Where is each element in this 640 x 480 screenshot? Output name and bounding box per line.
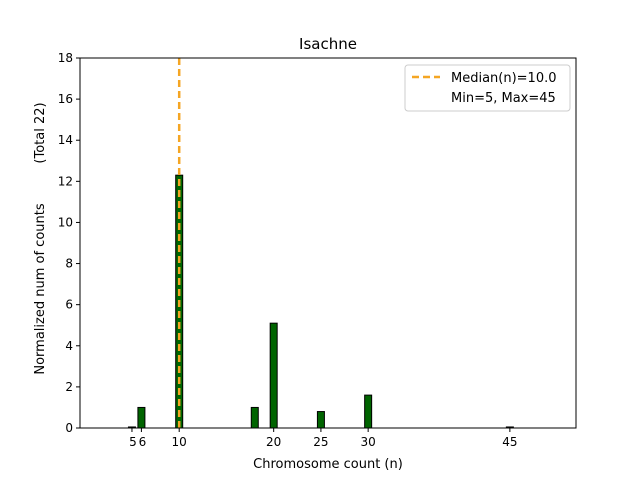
bar-n20: [269, 322, 278, 429]
y-axis-label: Normalized num of counts: [33, 203, 48, 374]
plot-frame: [79, 57, 577, 429]
y-tick-label-10: 10: [58, 215, 73, 229]
y-tick-label-0: 0: [65, 421, 73, 435]
x-ticks: 5 6 10 20 25 30 45: [129, 428, 518, 449]
x-tick-label-10: 10: [172, 435, 187, 449]
bars-layer: [127, 174, 514, 429]
chart-title: Isachne: [299, 35, 357, 53]
x-tick-label-25: 25: [313, 435, 328, 449]
legend-box: [404, 64, 571, 112]
y-tick-label-14: 14: [58, 133, 73, 147]
y-axis-label-total: (Total 22): [33, 102, 48, 163]
y-tick-label-16: 16: [58, 92, 73, 106]
x-tick-label-30: 30: [361, 435, 376, 449]
bar-n30: [364, 394, 373, 429]
legend-min-max-label: Min=5, Max=45: [451, 91, 556, 106]
legend-median-label: Median(n)=10.0: [451, 71, 557, 86]
bar-n25: [316, 411, 325, 429]
x-tick-label-20: 20: [266, 435, 281, 449]
y-tick-label-6: 6: [65, 298, 73, 312]
x-tick-label-5: 5: [129, 435, 137, 449]
y-tick-label-2: 2: [65, 380, 73, 394]
x-tick-label-45: 45: [502, 435, 517, 449]
y-tick-label-12: 12: [58, 174, 73, 188]
x-axis-label: Chromosome count (n): [253, 457, 403, 472]
y-tick-label-8: 8: [65, 257, 73, 271]
bar-n6: [137, 406, 146, 429]
y-tick-label-18: 18: [58, 51, 73, 65]
bar-n18: [250, 406, 259, 429]
legend: Median(n)=10.0 Min=5, Max=45: [404, 64, 571, 112]
y-ticks: 0 2 4 6 8 10 12 14 16 18: [58, 51, 80, 435]
y-tick-label-4: 4: [65, 339, 73, 353]
x-tick-label-6: 6: [139, 435, 147, 449]
